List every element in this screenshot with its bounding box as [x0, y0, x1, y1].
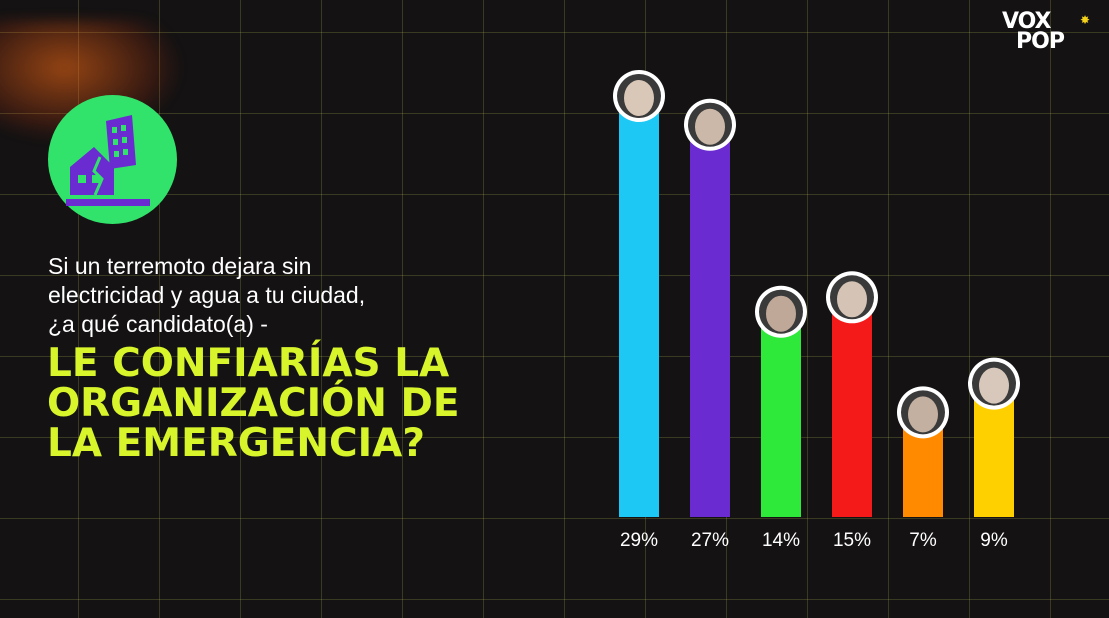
headline-line: LA EMERGENCIA? [47, 421, 425, 466]
headline-line: ORGANIZACIÓN DE [47, 381, 460, 426]
star-icon: ✸ [1080, 13, 1090, 27]
bar-3 [761, 315, 801, 517]
bar-2 [690, 128, 730, 518]
bar-value-label: 7% [909, 530, 937, 551]
candidate-photo [613, 70, 665, 122]
topic-badge [48, 95, 177, 224]
bar-value-label: 9% [980, 530, 1008, 551]
bar-value-label: 14% [762, 530, 800, 551]
question-line: ¿a qué candidato(a) - [48, 311, 268, 337]
question-line: Si un terremoto dejara sin [48, 253, 312, 279]
question-line: electricidad y agua a tu ciudad, [48, 282, 366, 308]
candidate-photo [897, 386, 949, 439]
bar-4 [832, 301, 872, 517]
candidate-photo [755, 285, 807, 338]
survey-question: Si un terremoto dejara sin electricidad … [48, 252, 528, 339]
candidate-photo [968, 357, 1020, 410]
voxpop-logo: VOX POP ✸ [1002, 9, 1090, 54]
bar-value-label: 15% [833, 530, 871, 551]
building-earthquake-icon [66, 115, 150, 206]
candidate-photo [684, 98, 736, 151]
bar-1 [619, 100, 659, 517]
headline-line: LE CONFIARÍAS LA [47, 341, 450, 386]
headline: LE CONFIARÍAS LA ORGANIZACIÓN DE LA EMER… [47, 344, 607, 464]
candidate-photo [826, 271, 878, 324]
bar-value-label: 29% [620, 530, 658, 551]
bar-value-label: 27% [691, 530, 729, 551]
